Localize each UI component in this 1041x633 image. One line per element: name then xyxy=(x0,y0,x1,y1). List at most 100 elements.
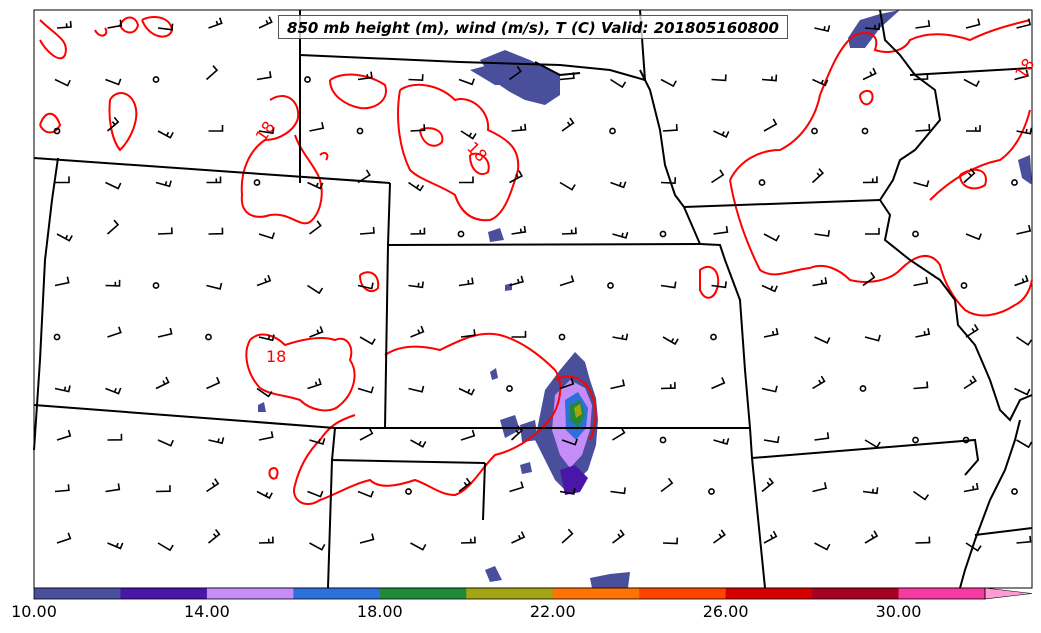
wind-barb xyxy=(357,169,371,184)
wind-barb xyxy=(56,233,73,242)
wind-barb xyxy=(662,537,679,545)
wind-barb xyxy=(915,328,931,338)
wind-barb xyxy=(612,529,625,544)
wind-barb xyxy=(660,177,677,185)
wind-barb xyxy=(814,25,831,33)
wind-barb xyxy=(561,438,578,446)
colorbar-outline xyxy=(33,587,986,600)
wind-barb xyxy=(864,23,881,31)
colorbar-segment xyxy=(898,588,986,599)
wind-barb xyxy=(763,233,780,242)
colorbar-tick-label: 10.00 xyxy=(11,602,57,621)
wind-barb xyxy=(814,229,830,237)
wind-barb xyxy=(258,536,274,544)
calm-wind-marker xyxy=(1011,179,1018,186)
wind-barb xyxy=(408,385,425,393)
colorbar-segment xyxy=(466,588,554,599)
wind-barb xyxy=(157,23,174,31)
wind-barb xyxy=(559,487,576,495)
wind-barb xyxy=(206,282,223,290)
wind-barb xyxy=(256,387,273,398)
wind-barb xyxy=(157,439,174,447)
wind-barb xyxy=(1016,224,1032,235)
wind-barb xyxy=(713,529,726,544)
wind-barb xyxy=(410,325,425,338)
wind-barb xyxy=(965,125,981,132)
wind-barb xyxy=(913,180,930,188)
wind-barb xyxy=(814,542,831,551)
calm-wind-marker xyxy=(659,230,667,238)
wind-barb xyxy=(460,130,477,140)
wind-barb xyxy=(915,536,931,544)
wind-barb xyxy=(157,227,173,235)
wind-barb xyxy=(509,65,522,81)
wind-barb xyxy=(864,530,879,544)
map-title: 850 mb height (m), wind (m/s), T (C) Val… xyxy=(278,15,788,39)
wind-barb xyxy=(258,334,275,342)
wind-barb xyxy=(106,219,120,235)
calm-wind-marker xyxy=(912,436,919,444)
colorbar-tick-label: 14.00 xyxy=(184,602,230,621)
calm-wind-marker xyxy=(152,282,160,289)
wind-barb xyxy=(359,427,374,441)
wind-barb xyxy=(309,542,326,551)
wind-barb xyxy=(408,74,424,82)
calm-wind-marker xyxy=(1011,488,1018,495)
wind-barb xyxy=(357,386,374,394)
wind-barb xyxy=(157,130,174,139)
wind-barb xyxy=(256,274,272,287)
wind-barb xyxy=(965,233,982,241)
wind-barb xyxy=(812,277,828,287)
wind-barb xyxy=(1014,387,1031,396)
wind-barb xyxy=(206,376,221,390)
wind-barb xyxy=(206,176,222,184)
wind-barb xyxy=(56,532,72,544)
wind-barb xyxy=(814,336,831,344)
wind-barb xyxy=(915,124,931,132)
wind-barb xyxy=(711,377,726,390)
wind-barb xyxy=(812,78,829,87)
colorbar-tick-label: 18.00 xyxy=(356,602,403,621)
colorbar-tick-label: 26.00 xyxy=(702,602,749,621)
state-boundaries xyxy=(33,9,1033,589)
calm-wind-marker xyxy=(861,127,869,135)
colorbar-tick-label: 30.00 xyxy=(875,602,922,621)
wind-barb xyxy=(662,336,679,346)
wind-barb xyxy=(155,485,171,493)
wind-barb xyxy=(105,483,121,493)
calm-wind-marker xyxy=(710,333,717,341)
wind-barb xyxy=(612,333,629,341)
wind-barb xyxy=(965,18,981,29)
wind-barb xyxy=(460,329,476,338)
wind-barb xyxy=(458,277,474,287)
colorbar xyxy=(33,587,1033,600)
calm-wind-marker xyxy=(708,488,715,495)
wind-barb xyxy=(561,117,575,132)
wind-barb xyxy=(864,334,881,342)
wind-barb xyxy=(258,127,275,135)
wind-barb xyxy=(359,226,375,235)
wind-barb xyxy=(612,427,626,441)
wind-barb xyxy=(963,168,976,184)
wind-barb xyxy=(814,432,830,441)
wind-barb xyxy=(509,275,524,287)
wind-barb xyxy=(458,78,475,86)
wind-barb xyxy=(458,477,472,493)
wind-barb xyxy=(410,542,427,551)
wind-barb xyxy=(357,71,373,81)
calm-wind-marker xyxy=(859,385,867,392)
calm-wind-marker xyxy=(356,127,364,135)
contour-label: 18 xyxy=(266,347,286,366)
wind-barb xyxy=(208,17,223,29)
wind-barb xyxy=(54,78,71,87)
wind-barb xyxy=(763,328,779,338)
wind-barb xyxy=(763,118,778,132)
wind-barb xyxy=(812,375,826,390)
wind-barb xyxy=(913,490,930,501)
calm-wind-marker xyxy=(609,127,616,135)
wind-barb xyxy=(54,484,70,493)
wind-barb xyxy=(509,481,524,493)
wind-barb xyxy=(107,326,122,338)
wind-barb xyxy=(105,279,121,287)
